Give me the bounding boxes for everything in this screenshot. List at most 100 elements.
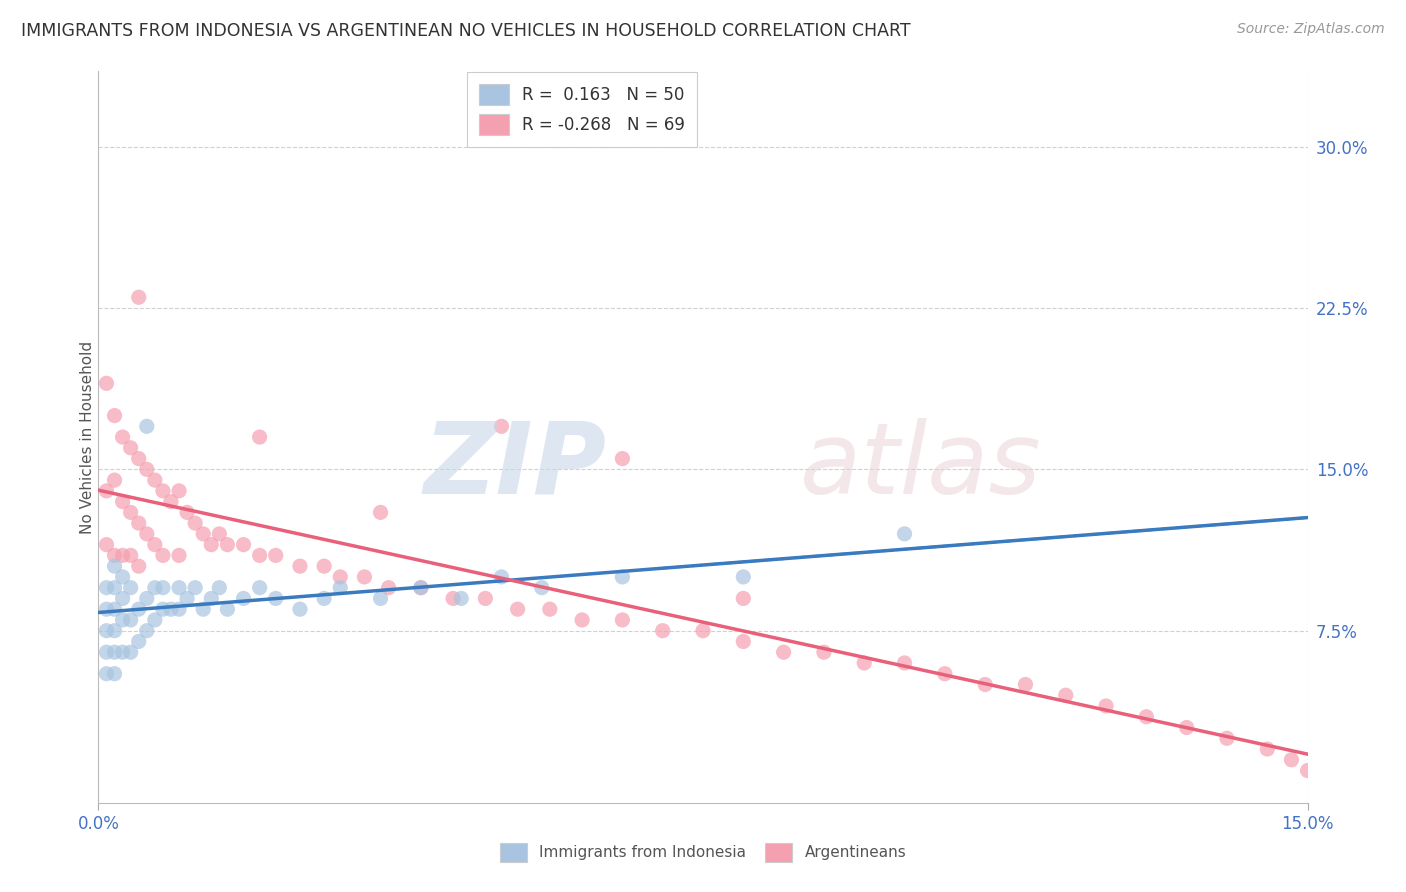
Point bbox=[1256, 742, 1278, 756]
Point bbox=[120, 613, 142, 627]
Point bbox=[96, 624, 118, 638]
Point bbox=[160, 602, 183, 616]
Point bbox=[288, 559, 311, 574]
Point bbox=[692, 624, 714, 638]
Point bbox=[217, 538, 239, 552]
Point bbox=[1281, 753, 1303, 767]
Point bbox=[111, 591, 134, 606]
Point bbox=[103, 666, 125, 681]
Point bbox=[491, 570, 513, 584]
Point bbox=[103, 559, 125, 574]
Y-axis label: No Vehicles in Household: No Vehicles in Household bbox=[80, 341, 94, 533]
Point bbox=[264, 591, 287, 606]
Point bbox=[329, 581, 352, 595]
Point bbox=[1175, 721, 1198, 735]
Point bbox=[176, 591, 198, 606]
Point bbox=[208, 581, 231, 595]
Point bbox=[128, 634, 150, 648]
Point bbox=[111, 430, 134, 444]
Point bbox=[441, 591, 464, 606]
Point bbox=[167, 602, 190, 616]
Point bbox=[314, 591, 336, 606]
Point bbox=[96, 666, 118, 681]
Point bbox=[96, 538, 118, 552]
Point bbox=[1216, 731, 1239, 746]
Point bbox=[974, 677, 997, 691]
Point bbox=[934, 666, 956, 681]
Point bbox=[96, 483, 118, 498]
Point bbox=[208, 527, 231, 541]
Point bbox=[491, 419, 513, 434]
Point bbox=[1135, 710, 1157, 724]
Point bbox=[450, 591, 472, 606]
Point bbox=[143, 613, 166, 627]
Point bbox=[120, 441, 142, 455]
Point bbox=[772, 645, 794, 659]
Point bbox=[143, 538, 166, 552]
Point bbox=[612, 570, 634, 584]
Point bbox=[103, 602, 125, 616]
Point bbox=[152, 581, 174, 595]
Point bbox=[103, 473, 125, 487]
Point bbox=[530, 581, 553, 595]
Legend: Immigrants from Indonesia, Argentineans: Immigrants from Indonesia, Argentineans bbox=[494, 837, 912, 868]
Point bbox=[474, 591, 496, 606]
Point bbox=[370, 505, 392, 519]
Point bbox=[96, 602, 118, 616]
Point bbox=[96, 645, 118, 659]
Point bbox=[128, 559, 150, 574]
Point bbox=[200, 591, 222, 606]
Point bbox=[249, 581, 271, 595]
Point bbox=[96, 376, 118, 391]
Point bbox=[152, 602, 174, 616]
Point bbox=[128, 516, 150, 530]
Point bbox=[184, 516, 207, 530]
Point bbox=[651, 624, 673, 638]
Point bbox=[135, 462, 157, 476]
Point bbox=[288, 602, 311, 616]
Point bbox=[143, 473, 166, 487]
Point bbox=[193, 602, 215, 616]
Point bbox=[571, 613, 593, 627]
Text: ZIP: ZIP bbox=[423, 417, 606, 515]
Point bbox=[612, 451, 634, 466]
Point bbox=[314, 559, 336, 574]
Point bbox=[103, 549, 125, 563]
Point bbox=[200, 538, 222, 552]
Point bbox=[103, 409, 125, 423]
Point bbox=[370, 591, 392, 606]
Point bbox=[120, 581, 142, 595]
Point bbox=[1296, 764, 1319, 778]
Point bbox=[135, 624, 157, 638]
Point bbox=[103, 581, 125, 595]
Point bbox=[193, 527, 215, 541]
Point bbox=[506, 602, 529, 616]
Point bbox=[409, 581, 432, 595]
Point bbox=[128, 290, 150, 304]
Point bbox=[167, 549, 190, 563]
Point bbox=[120, 645, 142, 659]
Point bbox=[264, 549, 287, 563]
Point bbox=[1095, 698, 1118, 713]
Point bbox=[232, 538, 254, 552]
Point bbox=[103, 624, 125, 638]
Point bbox=[167, 483, 190, 498]
Point bbox=[409, 581, 432, 595]
Point bbox=[167, 581, 190, 595]
Point bbox=[249, 430, 271, 444]
Point bbox=[152, 549, 174, 563]
Text: atlas: atlas bbox=[800, 417, 1042, 515]
Point bbox=[103, 645, 125, 659]
Point bbox=[249, 549, 271, 563]
Point bbox=[128, 602, 150, 616]
Text: Source: ZipAtlas.com: Source: ZipAtlas.com bbox=[1237, 22, 1385, 37]
Point bbox=[120, 505, 142, 519]
Point bbox=[733, 634, 755, 648]
Point bbox=[111, 549, 134, 563]
Point bbox=[176, 505, 198, 519]
Point bbox=[538, 602, 561, 616]
Point bbox=[893, 656, 915, 670]
Point bbox=[353, 570, 375, 584]
Point bbox=[893, 527, 915, 541]
Point bbox=[733, 591, 755, 606]
